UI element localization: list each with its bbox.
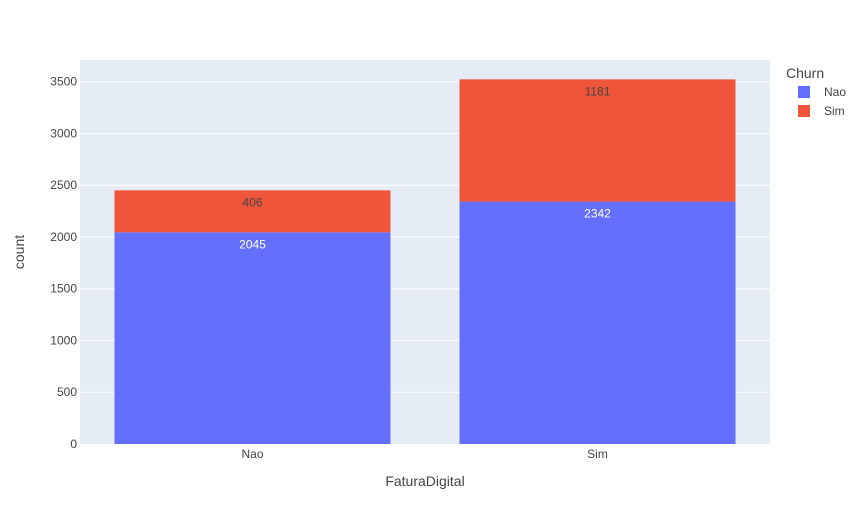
- y-tick-label: 500: [57, 385, 77, 399]
- y-tick-label: 2500: [50, 178, 77, 192]
- y-axis-ticks: 0 500 1000 1500 2000 2500 3000 3500: [50, 75, 77, 451]
- bar-nao-nao[interactable]: [114, 232, 391, 444]
- x-axis-title: FaturaDigital: [385, 473, 464, 489]
- y-axis-title: count: [11, 235, 27, 269]
- bar-sim-sim[interactable]: [459, 79, 736, 202]
- bars: [114, 79, 736, 444]
- legend-title: Churn: [786, 65, 824, 81]
- x-tick-label: Sim: [587, 447, 608, 461]
- bar-value-label: 2342: [584, 207, 611, 221]
- legend-label-nao[interactable]: Nao: [824, 85, 846, 99]
- bar-value-label: 406: [242, 195, 262, 209]
- bar-value-label: 1181: [585, 84, 611, 98]
- bar-sim-nao[interactable]: [114, 190, 391, 233]
- legend-label-sim[interactable]: Sim: [824, 104, 845, 118]
- x-tick-label: Nao: [241, 447, 263, 461]
- y-tick-label: 1000: [50, 333, 77, 347]
- x-axis-ticks: Nao Sim: [241, 447, 607, 461]
- legend-swatch-sim[interactable]: [798, 105, 810, 117]
- y-tick-label: 2000: [50, 230, 77, 244]
- bar-nao-sim[interactable]: [459, 201, 736, 444]
- legend-swatch-nao[interactable]: [798, 86, 810, 98]
- legend: Churn Nao Sim: [786, 65, 846, 118]
- y-tick-label: 3000: [50, 126, 77, 140]
- bar-value-label: 2045: [239, 237, 266, 251]
- y-tick-label: 0: [70, 437, 77, 451]
- y-tick-label: 3500: [50, 75, 77, 89]
- bar-labels: 2045 406 2342 1181: [239, 84, 611, 251]
- y-tick-label: 1500: [50, 282, 77, 296]
